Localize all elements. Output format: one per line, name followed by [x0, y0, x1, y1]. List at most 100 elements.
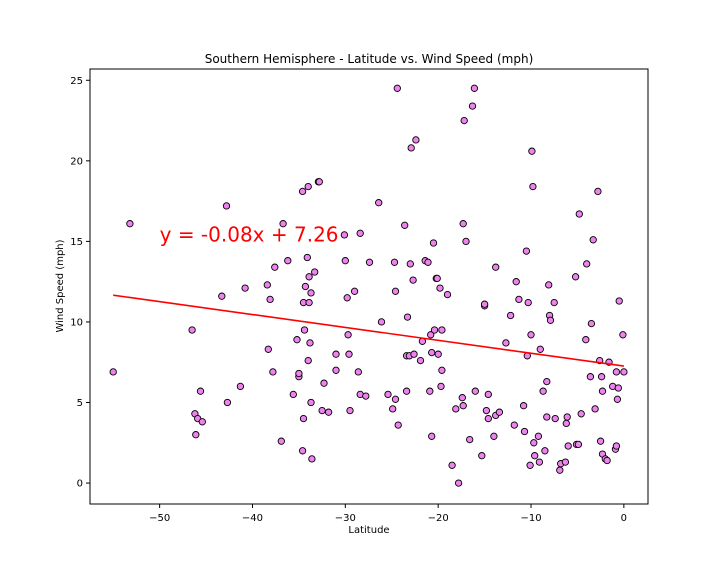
scatter-point	[307, 398, 315, 407]
scatter-point	[198, 418, 206, 426]
scatter-point	[332, 350, 340, 358]
scatter-point	[545, 281, 553, 289]
scatter-point	[401, 221, 409, 229]
scatter-point	[471, 387, 479, 395]
scatter-point	[571, 273, 580, 281]
scatter-point	[614, 384, 622, 392]
scatter-point	[480, 300, 489, 308]
scatter-point	[438, 326, 446, 334]
scatter-point	[196, 387, 205, 395]
scatter-point	[438, 366, 446, 374]
scatter-point	[299, 414, 308, 423]
scatter-point	[551, 414, 559, 423]
scatter-point	[236, 382, 245, 391]
scatter-point	[596, 437, 605, 445]
scatter-point	[271, 263, 279, 271]
scatter-point	[356, 229, 364, 237]
scatter-point	[594, 187, 602, 196]
scatter-point	[612, 368, 621, 376]
scatter-point	[318, 406, 326, 415]
scatter-point	[436, 284, 444, 292]
scatter-point	[394, 421, 402, 429]
scatter-point	[410, 350, 418, 358]
scatter-point	[541, 447, 549, 455]
scatter-point	[587, 319, 596, 328]
scatter-point	[539, 387, 547, 395]
scatter-point	[490, 432, 498, 440]
scatter-point	[535, 458, 544, 466]
scatter-point	[304, 182, 312, 191]
plot-marks	[109, 84, 628, 487]
scatter-point	[307, 289, 315, 297]
scatter-point	[188, 326, 196, 334]
scatter-point	[459, 220, 467, 228]
scatter-point	[613, 395, 622, 403]
y-tick-label: 15	[70, 237, 83, 248]
scatter-point	[362, 392, 370, 400]
scatter-point	[412, 136, 420, 144]
scatter-point	[354, 368, 362, 376]
scatter-point	[577, 410, 585, 418]
scatter-point	[470, 84, 479, 92]
y-axis-label: Wind Speed (mph)	[55, 239, 66, 332]
scatter-point	[350, 287, 359, 295]
scatter-point	[311, 268, 319, 276]
scatter-point	[527, 331, 535, 339]
scatter-point	[506, 311, 515, 320]
scatter-point	[459, 402, 467, 410]
scatter-point	[615, 297, 623, 305]
scatter-point	[416, 356, 425, 365]
scatter-point	[344, 331, 352, 339]
scatter-point	[603, 456, 611, 465]
scatter-point	[502, 339, 510, 347]
y-tick-label: 10	[70, 317, 83, 328]
scatter-point	[403, 313, 412, 321]
scatter-point	[304, 356, 312, 365]
x-axis-ticks: −50 −40 −30 −20 −10 0	[149, 504, 627, 524]
scatter-point	[293, 336, 301, 344]
scatter-point	[619, 331, 627, 339]
scatter-point	[269, 368, 277, 376]
scatter-point	[522, 247, 531, 255]
scatter-point	[384, 390, 392, 399]
scatter-point	[482, 406, 491, 415]
scatter-point	[597, 373, 606, 381]
scatter-point	[524, 298, 532, 307]
y-tick-label: 5	[77, 398, 83, 409]
scatter-point	[424, 258, 432, 266]
scatter-point	[375, 199, 383, 207]
scatter-point	[561, 458, 570, 466]
y-tick-label: 20	[70, 156, 83, 167]
x-axis-label: Latitude	[348, 525, 389, 536]
scatter-point	[264, 345, 272, 353]
scatter-point	[365, 258, 374, 266]
scatter-point	[343, 294, 351, 302]
scatter-point	[284, 257, 292, 265]
scatter-point	[536, 345, 544, 353]
scatter-point	[556, 466, 564, 474]
scatter-point	[305, 298, 313, 307]
scatter-point	[612, 442, 621, 450]
scatter-point	[564, 442, 572, 450]
regression-line	[113, 294, 624, 367]
scatter-point	[462, 237, 470, 246]
scatter-point	[346, 406, 354, 415]
scatter-point	[345, 350, 353, 358]
scatter-point	[534, 432, 543, 440]
scatter-point	[426, 387, 434, 395]
scatter-point	[529, 182, 537, 191]
scatter-point	[218, 292, 226, 300]
scatter-point	[443, 290, 452, 299]
scatter-point	[300, 326, 309, 334]
y-tick-label: 25	[70, 76, 83, 87]
scatter-point	[298, 187, 307, 196]
scatter-point	[320, 379, 328, 387]
y-axis-ticks: 0 5 10 15 20 25	[70, 76, 90, 490]
scatter-point	[586, 373, 595, 381]
scatter-point	[263, 281, 271, 289]
scatter-point	[543, 413, 551, 421]
scatter-point	[510, 421, 518, 429]
scatter-point	[428, 432, 436, 440]
scatter-point	[484, 414, 492, 423]
